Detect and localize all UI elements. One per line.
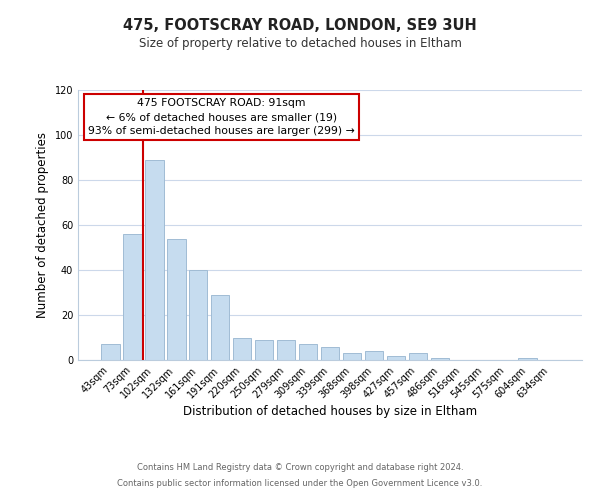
Text: 475 FOOTSCRAY ROAD: 91sqm
← 6% of detached houses are smaller (19)
93% of semi-d: 475 FOOTSCRAY ROAD: 91sqm ← 6% of detach… <box>88 98 355 136</box>
Bar <box>277 340 295 360</box>
Bar <box>320 346 340 360</box>
Text: Size of property relative to detached houses in Eltham: Size of property relative to detached ho… <box>139 38 461 51</box>
Bar <box>386 356 405 360</box>
Bar <box>255 340 274 360</box>
Bar <box>431 358 449 360</box>
Bar <box>518 358 537 360</box>
X-axis label: Distribution of detached houses by size in Eltham: Distribution of detached houses by size … <box>183 406 477 418</box>
Bar <box>123 234 142 360</box>
Text: Contains public sector information licensed under the Open Government Licence v3: Contains public sector information licen… <box>118 478 482 488</box>
Bar <box>211 294 229 360</box>
Text: 475, FOOTSCRAY ROAD, LONDON, SE9 3UH: 475, FOOTSCRAY ROAD, LONDON, SE9 3UH <box>123 18 477 32</box>
Bar <box>365 351 383 360</box>
Y-axis label: Number of detached properties: Number of detached properties <box>36 132 49 318</box>
Bar <box>145 160 164 360</box>
Bar <box>233 338 251 360</box>
Bar <box>409 353 427 360</box>
Bar <box>101 344 119 360</box>
Bar <box>343 353 361 360</box>
Text: Contains HM Land Registry data © Crown copyright and database right 2024.: Contains HM Land Registry data © Crown c… <box>137 464 463 472</box>
Bar <box>189 270 208 360</box>
Bar <box>299 344 317 360</box>
Bar <box>167 238 185 360</box>
